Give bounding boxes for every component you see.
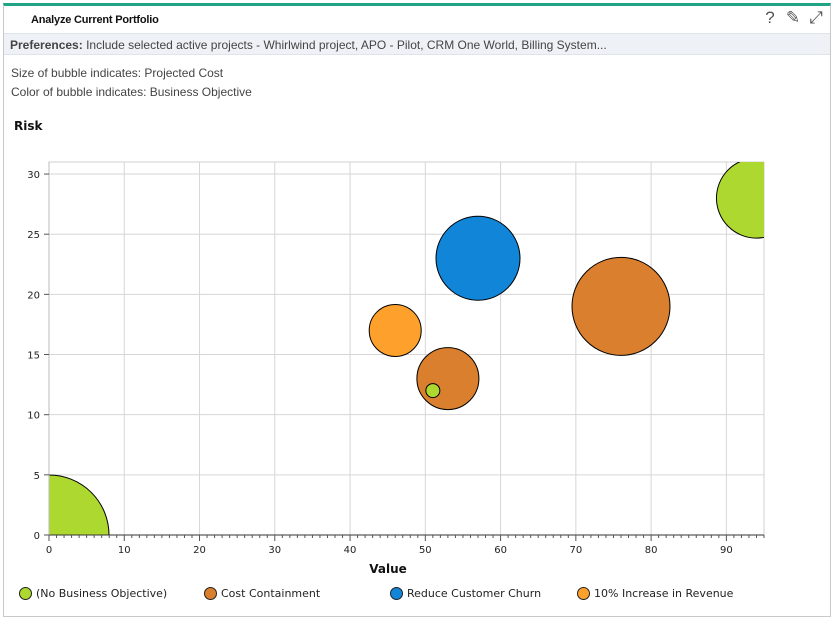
y-tick-label: 15 <box>27 351 40 362</box>
y-tick-label: 5 <box>34 471 40 482</box>
preferences-label: Preferences: <box>10 38 83 52</box>
y-tick-label: 20 <box>27 290 40 301</box>
edit-pencil-icon[interactable]: ✎ <box>785 8 801 27</box>
maximize-icon[interactable]: ⤢ <box>809 8 823 27</box>
legend-swatch <box>19 587 32 600</box>
legend-item[interactable]: 10% Increase in Revenue <box>577 587 733 600</box>
x-tick-label: 70 <box>569 545 582 556</box>
chart-legend: (No Business Objective) Cost Containment R… <box>0 587 834 607</box>
x-tick-label: 20 <box>193 545 206 556</box>
preferences-bar: Preferences: Include selected active pro… <box>4 33 830 55</box>
legend-label: (No Business Objective) <box>36 587 168 600</box>
legend-label: Cost Containment <box>221 587 321 600</box>
legend-item[interactable]: (No Business Objective) <box>19 587 167 600</box>
y-tick-label: 0 <box>34 531 40 542</box>
bubble-point <box>368 303 422 357</box>
x-tick-label: 50 <box>419 545 432 556</box>
legend-label: Reduce Customer Churn <box>407 587 542 600</box>
x-tick-label: 10 <box>118 545 131 556</box>
legend-label: 10% Increase in Revenue <box>594 587 734 600</box>
x-tick-label: 0 <box>46 545 52 556</box>
y-tick-label: 30 <box>27 170 40 181</box>
legend-swatch <box>204 587 217 600</box>
legend-swatch <box>577 587 590 600</box>
portlet-title: Analyze Current Portfolio <box>31 14 159 26</box>
x-tick-label: 90 <box>720 545 733 556</box>
bubble-chart: Risk Value 0 10 20 30 40 50 60 70 80 90 0 5 10 15 20 25… <box>14 119 765 576</box>
x-axis-label: Value <box>369 562 407 576</box>
bubble-point <box>435 215 521 301</box>
bubble-point <box>571 256 671 356</box>
bubble-point <box>425 383 441 399</box>
portlet-panel: Analyze Current Portfolio ? ✎ ⤢ Preferen… <box>3 3 831 617</box>
preferences-text: Include selected active projects - Whirl… <box>86 38 607 52</box>
bubble-point <box>715 162 764 239</box>
portlet-tools: ? ✎ ⤢ <box>762 8 824 27</box>
bubble-point <box>49 474 110 535</box>
portlet-titlebar: Analyze Current Portfolio ? ✎ ⤢ <box>4 6 830 33</box>
help-icon[interactable]: ? <box>765 8 775 27</box>
bubble-color-note: Color of bubble indicates: Business Obje… <box>11 85 252 99</box>
bubble-point <box>416 347 480 411</box>
x-tick-label: 30 <box>268 545 281 556</box>
x-tick-label: 80 <box>645 545 658 556</box>
y-tick-label: 10 <box>27 411 40 422</box>
x-tick-label: 60 <box>494 545 507 556</box>
y-axis-label: Risk <box>14 119 43 133</box>
legend-item[interactable]: Cost Containment <box>204 587 320 600</box>
x-tick-label: 40 <box>344 545 357 556</box>
legend-swatch <box>390 587 403 600</box>
y-tick-label: 25 <box>27 230 40 241</box>
bubble-size-note: Size of bubble indicates: Projected Cost <box>11 66 224 80</box>
legend-item[interactable]: Reduce Customer Churn <box>390 587 541 600</box>
